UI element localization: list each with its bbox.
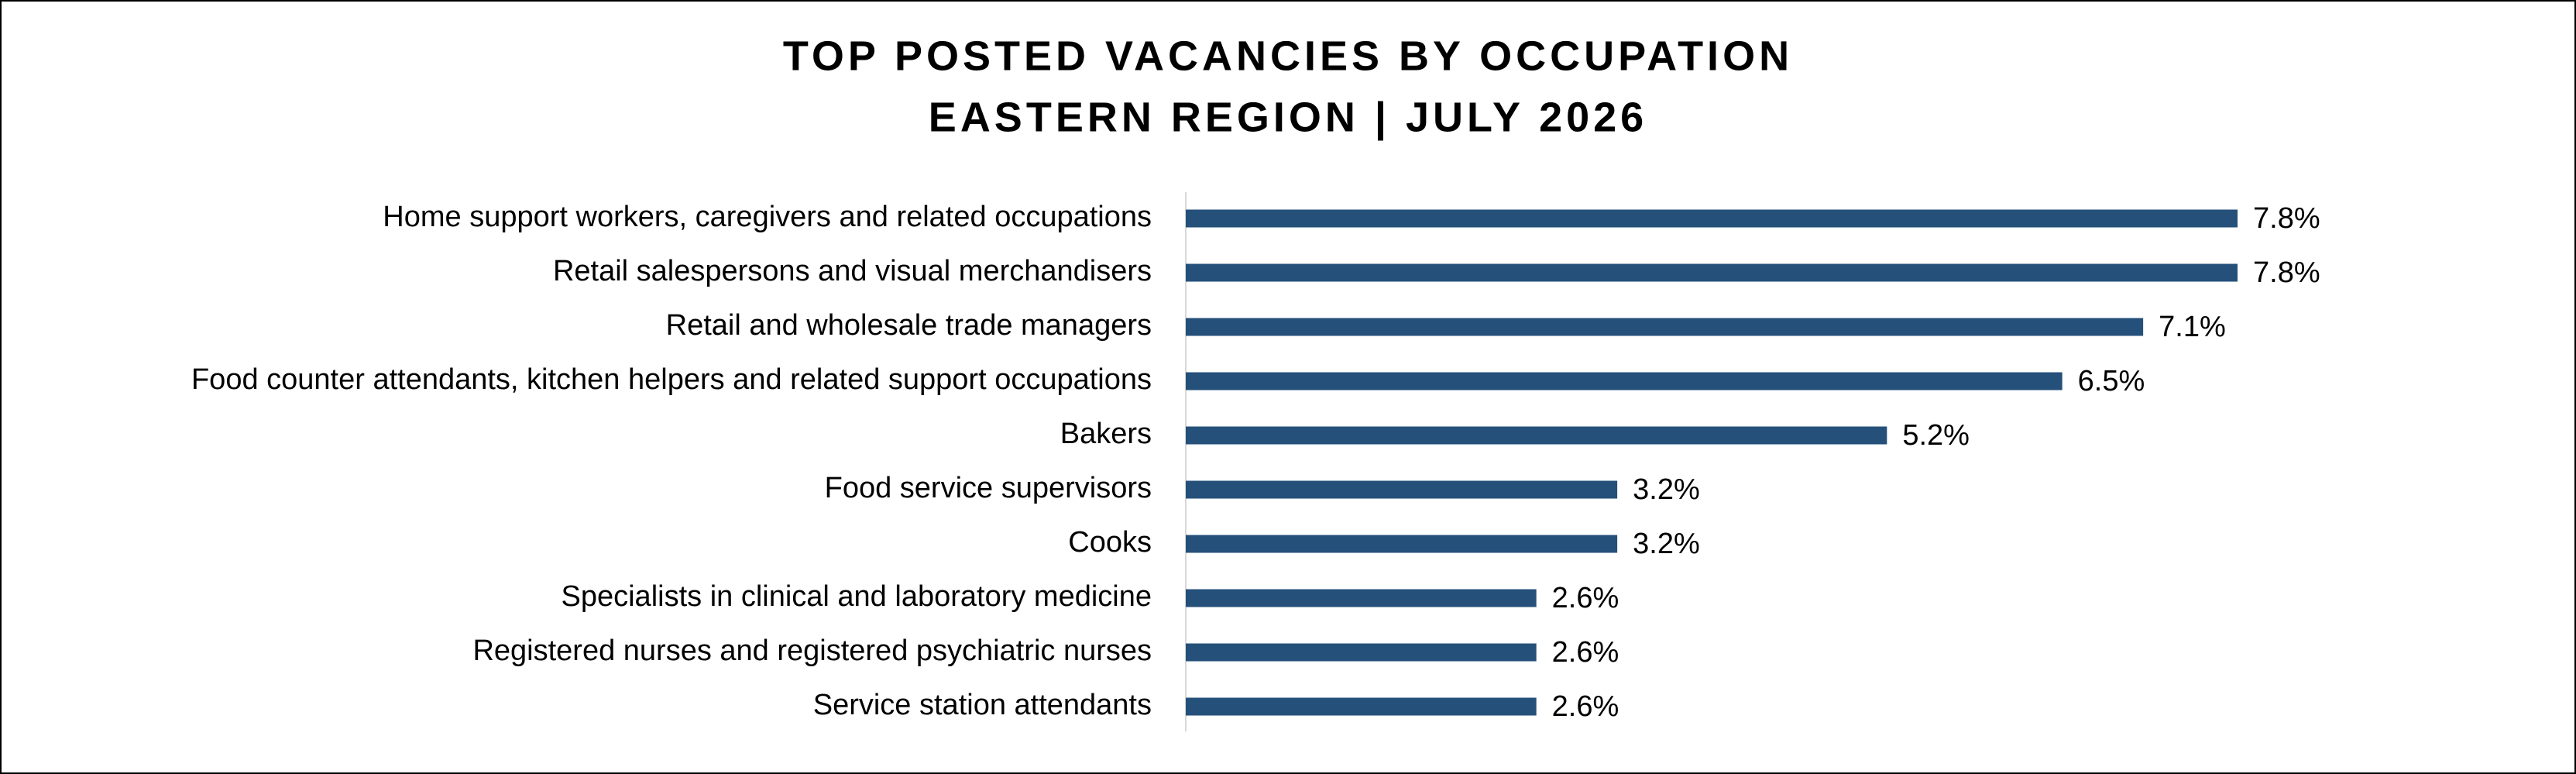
chart-subtitle: EASTERN REGION | JULY 2026 [929,94,1647,141]
category-label: Bakers [1060,418,1152,450]
bar [1186,535,1618,553]
bar [1186,643,1537,662]
data-label: 7.1% [2159,311,2226,343]
bar [1186,263,2238,282]
data-label: 5.2% [1902,419,1970,452]
data-label: 2.6% [1552,582,1619,614]
bar [1186,589,1537,607]
bar [1186,480,1618,499]
data-label: 3.2% [1633,528,1700,560]
bar [1186,318,2144,336]
category-label: Specialists in clinical and laboratory m… [562,580,1152,613]
category-label: Retail salespersons and visual merchandi… [553,255,1152,287]
bar [1186,209,2238,228]
data-label: 6.5% [2078,365,2145,397]
data-label: 7.8% [2253,202,2320,235]
chart-title: TOP POSTED VACANCIES BY OCCUPATION [783,33,1793,79]
bar [1186,426,1887,445]
category-label: Cooks [1068,526,1152,559]
category-label: Retail and wholesale trade managers [666,309,1152,342]
category-label: Service station attendants [813,689,1152,721]
data-label: 2.6% [1552,690,1619,723]
category-label: Food service supervisors [825,472,1152,504]
data-label: 7.8% [2253,256,2320,289]
data-label: 3.2% [1633,473,1700,506]
category-label: Food counter attendants, kitchen helpers… [191,363,1152,396]
data-label: 2.6% [1552,636,1619,669]
bar [1186,372,2063,390]
bar [1186,697,1537,716]
category-label: Home support workers, caregivers and rel… [383,201,1152,233]
category-label: Registered nurses and registered psychia… [472,635,1152,667]
